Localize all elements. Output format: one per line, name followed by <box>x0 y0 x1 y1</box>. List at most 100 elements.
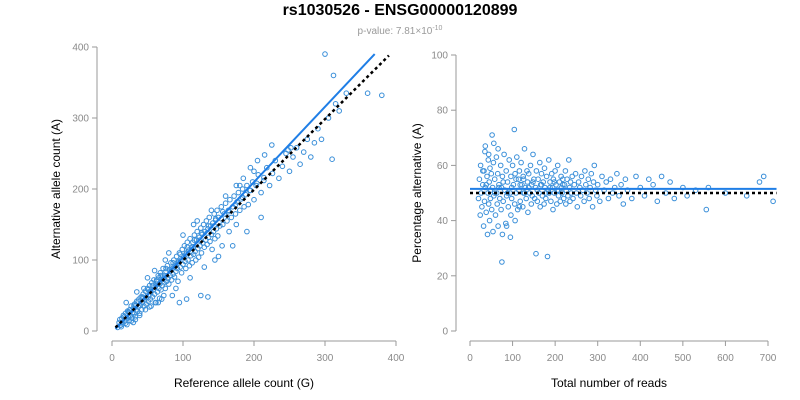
chart1-point-204 <box>499 231 506 238</box>
chart0-point-274 <box>136 312 143 319</box>
chart1-point-26 <box>490 228 496 235</box>
chart1-point-183 <box>646 176 652 182</box>
chart0-point-178 <box>300 149 307 155</box>
chart0-point-106 <box>193 257 199 263</box>
chart1-point-12 <box>483 209 490 216</box>
chart0-point-213 <box>251 168 257 175</box>
chart0-point-240 <box>191 237 198 243</box>
chart0-point-225 <box>134 289 140 295</box>
chart1-point-27 <box>490 159 497 166</box>
chart1-point-30 <box>492 212 499 218</box>
chart1-point-174 <box>616 193 622 199</box>
chart0-point-95 <box>185 257 191 263</box>
chart0-point-228 <box>162 257 169 263</box>
chart0-point-229 <box>169 292 176 299</box>
chart1-point-90 <box>533 168 540 174</box>
chart1-point-81 <box>527 162 534 169</box>
chart1-point-201 <box>485 151 492 158</box>
chart0-x-tick-label-0: 0 <box>109 353 115 364</box>
chart1-point-9 <box>481 198 488 205</box>
chart1-point-199 <box>770 198 776 205</box>
chart0-point-203 <box>180 232 186 238</box>
chart1-point-63 <box>514 206 521 213</box>
chart0-point-177 <box>297 161 303 167</box>
chart0-point-47 <box>151 277 157 283</box>
chart0-point-59 <box>159 282 166 289</box>
chart1-point-123 <box>557 198 564 205</box>
chart1-point-216 <box>504 190 511 196</box>
chart1-point-229 <box>560 181 566 188</box>
chart1-point-140 <box>569 173 576 180</box>
chart1-point-85 <box>530 151 536 158</box>
chart0-point-76 <box>171 274 178 280</box>
chart1-point-135 <box>566 157 572 163</box>
chart0-point-180 <box>288 145 294 151</box>
chart1-point-44 <box>501 151 507 158</box>
chart1-point-82 <box>528 201 535 207</box>
chart0-point-147 <box>228 214 235 221</box>
chart1-point-73 <box>521 146 528 152</box>
chart1-point-180 <box>633 173 639 180</box>
chart0-point-152 <box>235 189 242 196</box>
chart1-point-151 <box>581 198 587 205</box>
chart0-point-168 <box>266 182 273 189</box>
chart1-point-186 <box>658 173 665 180</box>
chart1-x-tick-label-5: 500 <box>675 353 692 364</box>
chart1-point-7 <box>480 223 487 229</box>
chart0-point-212 <box>244 228 250 235</box>
chart0-y-tick-label-3: 300 <box>72 114 89 125</box>
chart1-point-59 <box>511 201 518 207</box>
pvalue-text: p-value: 7.81×10 <box>357 26 433 37</box>
chart1-point-133 <box>564 176 570 182</box>
chart1-point-169 <box>605 195 612 202</box>
chart1-point-209 <box>520 176 527 182</box>
chart0-point-86 <box>178 270 185 276</box>
chart0-point-219 <box>233 182 240 189</box>
chart1-point-42 <box>499 173 506 180</box>
chart1-point-94 <box>537 159 543 166</box>
chart1-point-202 <box>491 140 497 147</box>
chart0-point-9 <box>124 321 130 328</box>
chart0-point-204 <box>187 275 193 281</box>
chart0-point-158 <box>244 182 250 189</box>
chart0-point-183 <box>311 140 318 146</box>
chart1-point-161 <box>591 162 598 169</box>
chart1-point-21 <box>487 195 494 202</box>
chart0-point-234 <box>233 221 240 228</box>
chart1-point-215 <box>500 179 507 185</box>
chart0-point-283 <box>158 272 164 279</box>
chart0-point-68 <box>166 281 172 287</box>
chart1-point-210 <box>480 168 486 174</box>
chart1-point-165 <box>597 198 603 205</box>
chart1-point-141 <box>570 195 576 202</box>
chart1-point-14 <box>484 231 491 238</box>
chart1-point-173 <box>614 170 620 177</box>
chart1-point-19 <box>486 217 493 224</box>
chart1-point-145 <box>574 204 581 210</box>
chart0-point-184 <box>315 125 321 132</box>
chart0-point-66 <box>164 262 171 269</box>
chart0-x-tick-label-3: 300 <box>317 353 334 364</box>
chart1-point-2 <box>477 212 484 218</box>
chart1-y-tick-label-2: 40 <box>437 216 449 227</box>
chart1-point-37 <box>497 195 503 202</box>
chart0-point-255 <box>197 237 203 243</box>
chart0-point-132 <box>211 211 217 217</box>
chart0-point-218 <box>205 294 211 300</box>
chart0-point-181 <box>304 136 311 143</box>
chart0-point-241 <box>198 230 205 236</box>
chart1-point-184 <box>650 181 656 188</box>
chart0-point-92 <box>183 265 189 272</box>
chart1-point-179 <box>629 195 635 202</box>
chart0-point-167 <box>264 164 270 171</box>
chart1-point-5 <box>479 204 485 210</box>
chart1-point-213 <box>491 190 498 196</box>
chart1-point-198 <box>760 173 767 180</box>
chart1-point-227 <box>551 179 558 185</box>
chart1-point-28 <box>491 193 497 199</box>
chart0-point-75 <box>171 257 177 263</box>
chart0-point-217 <box>198 292 204 299</box>
chart1-point-189 <box>671 195 678 202</box>
chart0-point-56 <box>157 270 164 276</box>
chart0-reference-line <box>114 54 390 329</box>
